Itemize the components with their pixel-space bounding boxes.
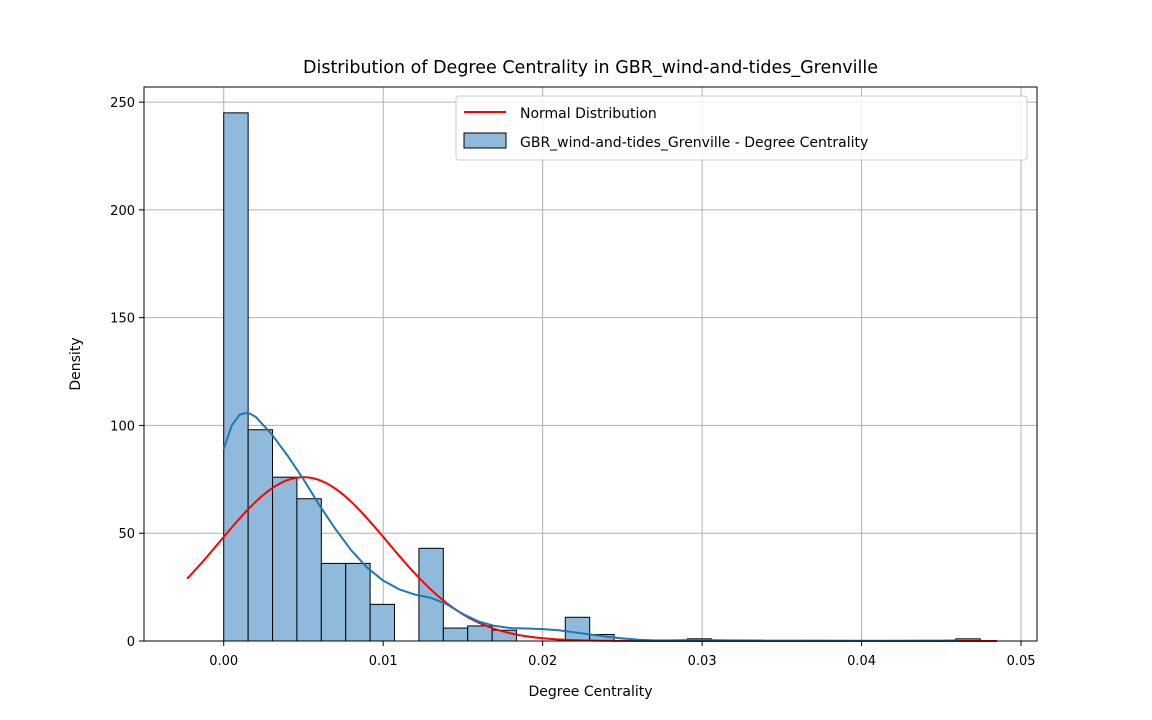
y-tick-label: 250 — [110, 96, 135, 111]
x-tick-label: 0.00 — [209, 654, 238, 669]
x-axis-label: Degree Centrality — [528, 684, 652, 700]
plot-frame — [143, 86, 1038, 642]
histogram-bar — [467, 625, 493, 642]
legend-normal-label: Normal Distribution — [520, 106, 657, 122]
x-tick-label: 0.02 — [528, 654, 557, 669]
x-tick-label: 0.05 — [1007, 654, 1036, 669]
legend-box — [455, 95, 1028, 161]
histogram-bar — [223, 112, 249, 642]
y-tick-label: 200 — [110, 204, 135, 219]
y-tick-label: 100 — [110, 419, 135, 434]
x-tick-label: 0.04 — [847, 654, 876, 669]
histogram-bars — [223, 112, 981, 642]
y-tick-label: 50 — [118, 527, 135, 542]
histogram-bar — [564, 616, 591, 642]
histogram-bar — [272, 476, 298, 642]
histogram-bar — [418, 547, 444, 642]
legend-histogram-swatch — [463, 132, 507, 149]
histogram-bar — [345, 562, 371, 642]
histogram-bar — [247, 429, 274, 642]
chart-title: Distribution of Degree Centrality in GBR… — [303, 58, 878, 78]
kde-line — [222, 411, 958, 642]
legend-histogram-label: GBR_wind-and-tides_Grenville - Degree Ce… — [520, 135, 868, 151]
histogram-bar — [296, 498, 322, 642]
legend: Normal Distribution GBR_wind-and-tides_G… — [455, 95, 1028, 161]
histogram-bar — [369, 603, 396, 642]
x-tick-label: 0.01 — [369, 654, 398, 669]
axis-ticks: 0.00 0.01 0.02 0.03 0.04 0.05 0 50 100 150 200 250 — [110, 96, 1035, 669]
y-axis-label: Density — [68, 337, 84, 390]
y-tick-label: 150 — [110, 312, 135, 327]
histogram-bar — [320, 562, 347, 642]
x-tick-label: 0.03 — [688, 654, 717, 669]
y-tick-label: 0 — [127, 635, 135, 650]
histogram-bar — [442, 627, 469, 642]
